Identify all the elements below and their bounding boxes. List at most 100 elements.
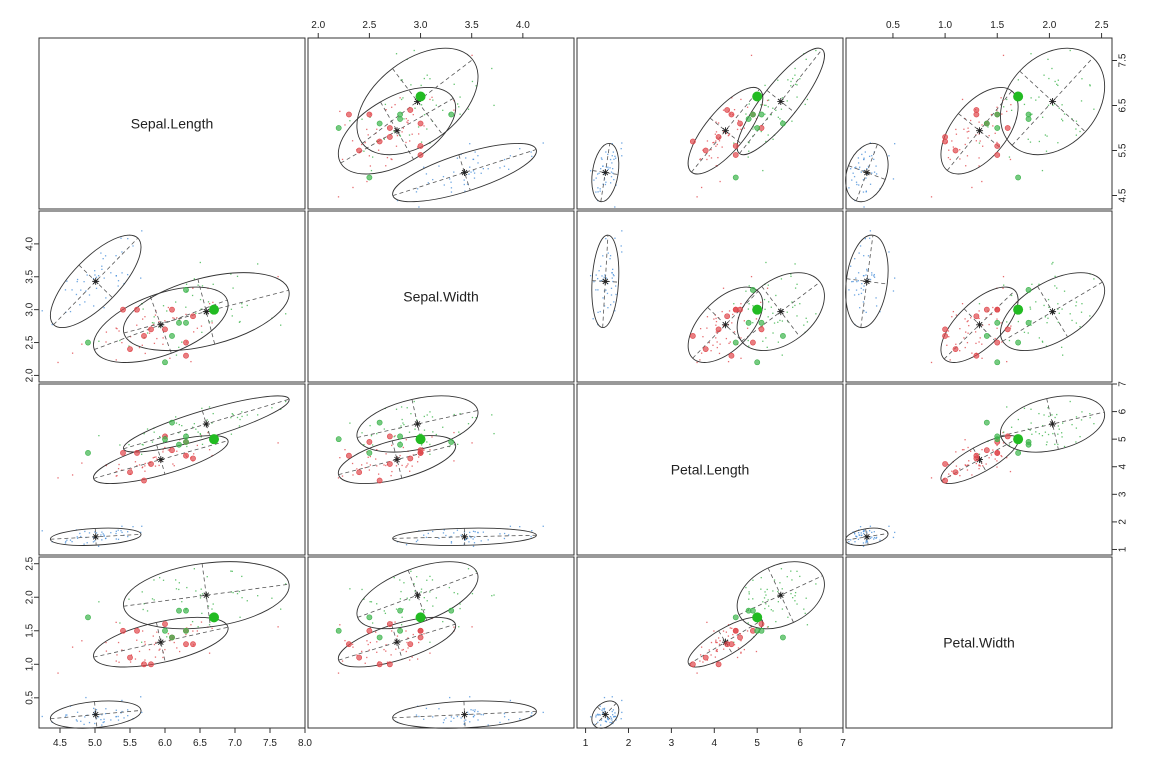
data-point [1006, 406, 1008, 408]
data-point [142, 608, 144, 611]
data-point [94, 270, 96, 272]
data-point [868, 237, 871, 239]
major-axis-line [338, 444, 456, 475]
data-point [873, 158, 875, 161]
panel-petal-width-vs-sepal-width [307, 556, 575, 729]
tick-label: 2.0 [311, 20, 325, 31]
data-point [232, 591, 234, 594]
highlighted-point [169, 634, 175, 641]
data-point [101, 724, 103, 726]
data-point [620, 718, 622, 720]
data-point [796, 570, 798, 572]
highlighted-point [162, 359, 168, 366]
data-point [866, 531, 868, 533]
data-point [602, 708, 604, 710]
data-point [610, 171, 613, 173]
data-point [423, 77, 425, 80]
data-point [386, 156, 389, 159]
data-point [167, 633, 170, 635]
data-point [1057, 79, 1059, 81]
data-point [200, 325, 203, 327]
data-point [760, 130, 762, 133]
data-point [141, 711, 143, 714]
data-point [423, 534, 425, 536]
data-point [790, 80, 792, 83]
data-point [948, 473, 950, 475]
data-point [337, 196, 340, 198]
highlighted-point [994, 436, 1001, 443]
data-point [871, 274, 873, 276]
data-point [610, 175, 613, 178]
data-point [865, 311, 867, 314]
data-point [609, 158, 612, 161]
data-point [952, 146, 955, 148]
highlighted-point [973, 352, 980, 359]
data-point [399, 454, 401, 457]
data-point [153, 579, 155, 581]
data-point [959, 158, 961, 160]
major-axis-line [691, 89, 760, 173]
data-point [97, 275, 100, 277]
data-point [364, 467, 366, 469]
data-point [866, 167, 868, 170]
data-point [371, 444, 374, 446]
data-point [710, 350, 712, 352]
data-point [519, 526, 521, 528]
data-point [459, 113, 461, 115]
data-point [860, 287, 862, 290]
data-point [280, 608, 282, 610]
data-point [375, 631, 377, 633]
data-point [471, 442, 473, 444]
data-point [764, 607, 766, 610]
data-point [401, 418, 403, 421]
data-point [860, 292, 863, 295]
data-point [871, 531, 873, 534]
data-point [128, 598, 130, 600]
highlighted-point [952, 469, 959, 476]
tick-label: 6.5 [193, 738, 207, 749]
data-point [457, 443, 459, 446]
data-point [466, 537, 469, 539]
data-point [503, 716, 506, 718]
data-point [196, 444, 199, 447]
data-point [280, 324, 282, 326]
data-point [493, 104, 495, 107]
data-point [1043, 74, 1045, 76]
data-point [1052, 432, 1054, 435]
data-point [1052, 261, 1054, 264]
data-point [115, 715, 117, 718]
data-point [714, 656, 717, 658]
data-point [80, 720, 82, 722]
highlighted-point [448, 607, 455, 614]
highlighted-point [366, 439, 373, 445]
data-point [869, 230, 872, 232]
data-point [1051, 414, 1053, 416]
data-point [230, 273, 232, 275]
data-point [766, 118, 768, 120]
highlighted-point [162, 627, 168, 634]
data-point [402, 648, 405, 651]
data-point [805, 58, 807, 61]
data-point [715, 639, 717, 641]
minor-axis-line [458, 154, 471, 191]
data-point [158, 649, 160, 651]
tick-label: 0.5 [25, 690, 36, 704]
data-point [779, 118, 781, 120]
group-center-marker [601, 277, 609, 285]
data-point [64, 716, 67, 718]
data-point [1057, 425, 1059, 427]
data-point [1069, 400, 1071, 403]
highlighted-point [689, 333, 696, 339]
data-point [127, 535, 129, 538]
data-point [175, 354, 178, 356]
data-point [716, 346, 718, 349]
data-point [712, 142, 714, 144]
variable-label-petal-width: Petal.Width [943, 635, 1015, 651]
data-point [231, 570, 233, 572]
data-point [369, 601, 371, 603]
data-point [598, 270, 600, 272]
highlighted-point [85, 614, 91, 621]
highlighted-point [183, 439, 189, 445]
group-center-marker [777, 97, 785, 105]
data-point [600, 168, 602, 170]
